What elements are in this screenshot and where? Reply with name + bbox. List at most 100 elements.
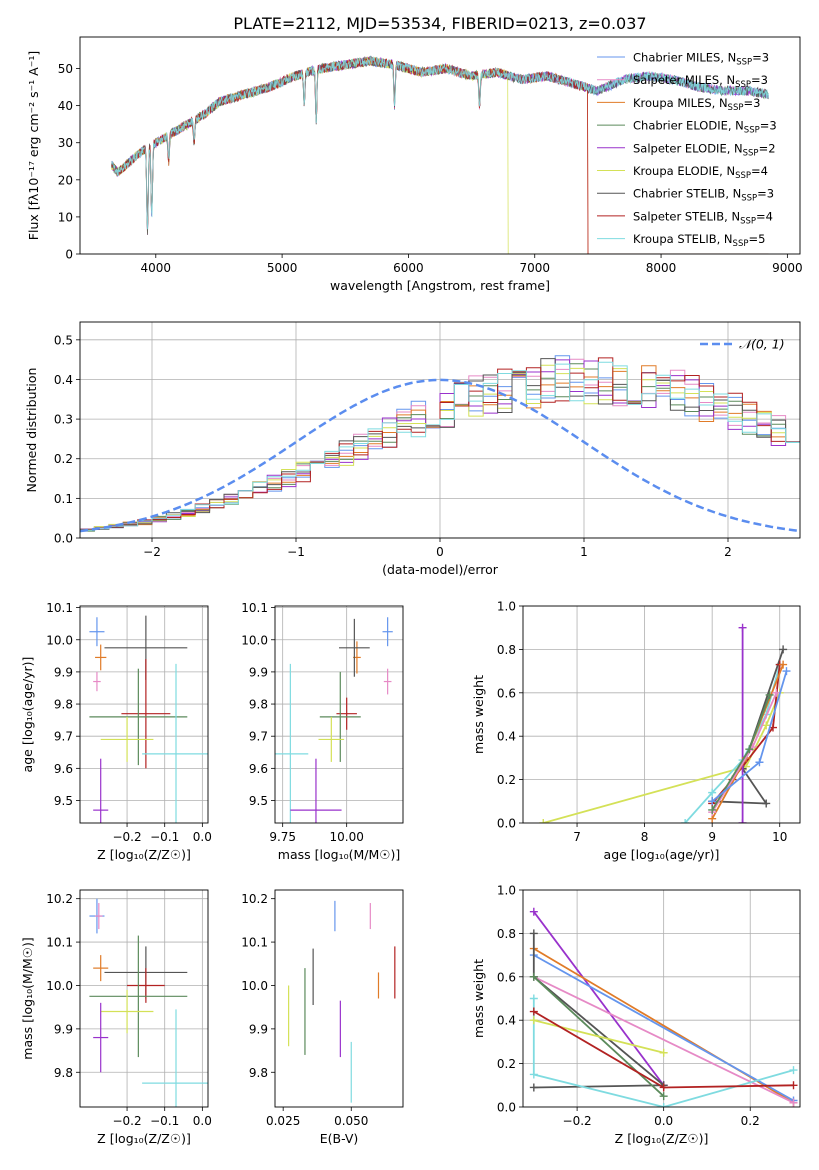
spectrum-legend-sub-4: SSP: [743, 148, 759, 158]
age_vs_mass-xtick-label-1: 10.00: [330, 830, 364, 844]
age_vs_mass-point-2: [383, 668, 392, 695]
spectrum-legend-sub-5: SSP: [735, 171, 751, 181]
massweight_vs_age-ytick-label-1: 0.2: [497, 773, 516, 787]
spectrum-legend-n-4: =2: [759, 141, 776, 155]
mass_vs_ebv-xlabel: E(B-V): [320, 1131, 359, 1146]
massweight_vs_Z-marker-6-3: [789, 1066, 798, 1075]
age_vs_Z-ytick-label-4: 9.9: [54, 665, 73, 679]
massweight_vs_Z-ytick-label-1: 0.2: [497, 1057, 516, 1071]
massweight_vs_age-marker-2-1: [762, 799, 771, 808]
mass_vs_Z-point-6: [100, 989, 154, 1034]
spectrum-ytick-label-3: 30: [58, 136, 73, 150]
spectrum-legend-label-5: Kroupa ELODIE, NSSP=4: [633, 164, 768, 181]
age_vs_Z-ytick-label-0: 9.5: [54, 794, 73, 808]
massweight_vs_Z-marker-8-2: [789, 1081, 798, 1090]
residuals-ytick-label-4: 0.4: [54, 373, 73, 387]
massweight_vs_Z-line-7: [533, 1019, 664, 1054]
residuals-ylabel: Normed distribution: [24, 368, 39, 493]
residuals-hist-6: [80, 358, 800, 531]
age_vs_mass-ytick-label-4: 9.9: [249, 665, 268, 679]
age_vs_mass-frame: [274, 605, 404, 824]
mass_vs_ebv-frame: [274, 889, 404, 1108]
massweight_vs_age-xtick-label-2: 9: [708, 830, 716, 844]
massweight_vs_Z-marker-5-1: [659, 1092, 668, 1101]
age_vs_mass-ytick-label-6: 10.1: [241, 601, 268, 615]
massweight_vs_age-marker-4-1: [738, 623, 747, 632]
massweight_vs_age-marker-5-2: [779, 660, 788, 669]
spectrum-ytick-label-4: 40: [58, 99, 73, 113]
mass_vs_Z-ytick-label-3: 10.1: [46, 936, 73, 950]
age_vs_Z-panel: −0.2 −0.1 0.0 9.5 9.6 9.7 9.8 9.9 10.0 10.1 Z [log…: [20, 601, 212, 862]
massweight_vs_Z-ytick-label-5: 1.0: [497, 884, 516, 898]
age_vs_Z-point-2: [93, 671, 101, 692]
spectrum-legend-sub-1: SSP: [735, 80, 751, 90]
massweight_vs_age-ytick-label-0: 0.0: [497, 817, 516, 831]
massweight_vs_age-marker-4-0: [738, 819, 747, 823]
mass_vs_ebv-xtick-label-1: 0.050: [334, 1114, 368, 1128]
age_vs_mass-point-8: [290, 758, 342, 823]
mass_vs_ebv-panel: 0.025 0.050 9.8 9.9 10.0 10.1 10.2 E(B-V): [241, 889, 404, 1146]
residuals-xtick-label-2: 0: [436, 545, 444, 559]
age_vs_mass-xtick-label-0: 9.75: [269, 830, 296, 844]
massweight_vs_age-marker-8-0: [708, 797, 717, 806]
massweight_vs_age-plot: [523, 606, 800, 823]
age_vs_Z-ytick-label-6: 10.1: [46, 601, 73, 615]
massweight_vs_Z-ytick-label-4: 0.8: [497, 927, 516, 941]
residuals-ytick-label-2: 0.2: [54, 452, 73, 466]
massweight_vs_age-xlabel: age [log₁₀(age/yr)]: [604, 847, 720, 862]
mass_vs_ebv-ytick-label-2: 10.0: [241, 979, 268, 993]
massweight_vs_age-xtick-label-1: 8: [641, 830, 649, 844]
massweight_vs_Z-marker-4-3: [529, 1083, 538, 1092]
age_vs_Z-point-0: [89, 617, 105, 647]
spectrum-legend-name-0: Chabrier MILES, N: [633, 51, 736, 65]
spectrum-legend-sub-2: SSP: [728, 103, 744, 113]
massweight_vs_age-ytick-label-4: 0.8: [497, 643, 516, 657]
massweight_vs_Z-line-4: [532, 933, 667, 1089]
spectrum-legend-name-3: Chabrier ELODIE, N: [633, 119, 744, 133]
spectrum-xtick-label-4: 8000: [646, 261, 677, 275]
mass_vs_ebv-ytick-label-4: 10.2: [241, 892, 268, 906]
mass_vs_Z-xtick-label-2: 0.0: [193, 1114, 212, 1128]
spectrum-legend-name-8: Kroupa STELIB, N: [633, 232, 733, 246]
residuals-xtick-label-4: 2: [724, 545, 732, 559]
mass_vs_Z-frame: [79, 889, 209, 1108]
spectrum-legend-sub-3: SSP: [744, 126, 760, 136]
age_vs_mass-ytick-label-0: 9.5: [249, 794, 268, 808]
spectrum-legend-label-2: Kroupa MILES, NSSP=3: [633, 96, 760, 113]
mass_vs_Z-ytick-label-4: 10.2: [46, 892, 73, 906]
residuals-ytick-label-1: 0.1: [54, 492, 73, 506]
massweight_vs_Z-xtick-label-2: 0.2: [741, 1114, 760, 1128]
massweight_vs_age-marker-2-3: [779, 645, 788, 654]
age_vs_Z-xtick-label-2: 0.0: [193, 830, 212, 844]
age_vs_Z-point-6: [100, 716, 154, 762]
spectrum-legend-n-2: =3: [743, 96, 760, 110]
mass_vs_Z-point-8: [142, 1009, 208, 1107]
age_vs_Z-plot: [80, 606, 208, 823]
massweight_vs_Z-xlabel: Z [log₁₀(Z/Z☉)]: [615, 1131, 709, 1146]
residuals-xtick-label-0: −2: [143, 545, 161, 559]
age_vs_Z-xtick-label-0: −0.2: [112, 830, 141, 844]
massweight_vs_age-marker-7-2: [765, 690, 774, 699]
spectrum-panel: 4000 5000 6000 7000 8000 9000 0 10 20 30 40 50 wavel…: [26, 36, 803, 293]
residuals-xtick-label-3: 1: [580, 545, 588, 559]
panels: 4000 5000 6000 7000 8000 900001020304050wavel…: [20, 36, 803, 1146]
massweight_vs_age-marker-1-0: [681, 819, 690, 823]
mass_vs_Z-ytick-label-2: 10.0: [46, 979, 73, 993]
mass_vs_ebv-ytick-label-0: 9.8: [249, 1066, 268, 1080]
mass_vs_ebv-plot: [288, 900, 396, 1103]
spectrum-xlabel: wavelength [Angstrom, rest frame]: [330, 278, 550, 293]
spectrum-ytick-label-2: 20: [58, 173, 73, 187]
spectrum-legend-name-6: Chabrier STELIB, N: [633, 187, 741, 201]
massweight_vs_Z-marker-7-0: [529, 1016, 538, 1025]
spectrum-ytick-label-5: 50: [58, 62, 73, 76]
spectrum-series-8: [111, 55, 769, 230]
spectrum-legend-sub-6: SSP: [741, 194, 757, 204]
residuals-legend-label: 𝒩(0, 1): [739, 337, 785, 352]
age_vs_mass-point-6: [318, 716, 345, 762]
mass_vs_Z-point-5: [89, 935, 188, 1058]
spectrum-legend-sub-0: SSP: [736, 58, 752, 68]
age_vs_Z-point-1: [95, 644, 107, 671]
massweight_vs_age-xtick-label-0: 7: [573, 830, 581, 844]
massweight_vs_age-ytick-label-2: 0.4: [497, 730, 516, 744]
